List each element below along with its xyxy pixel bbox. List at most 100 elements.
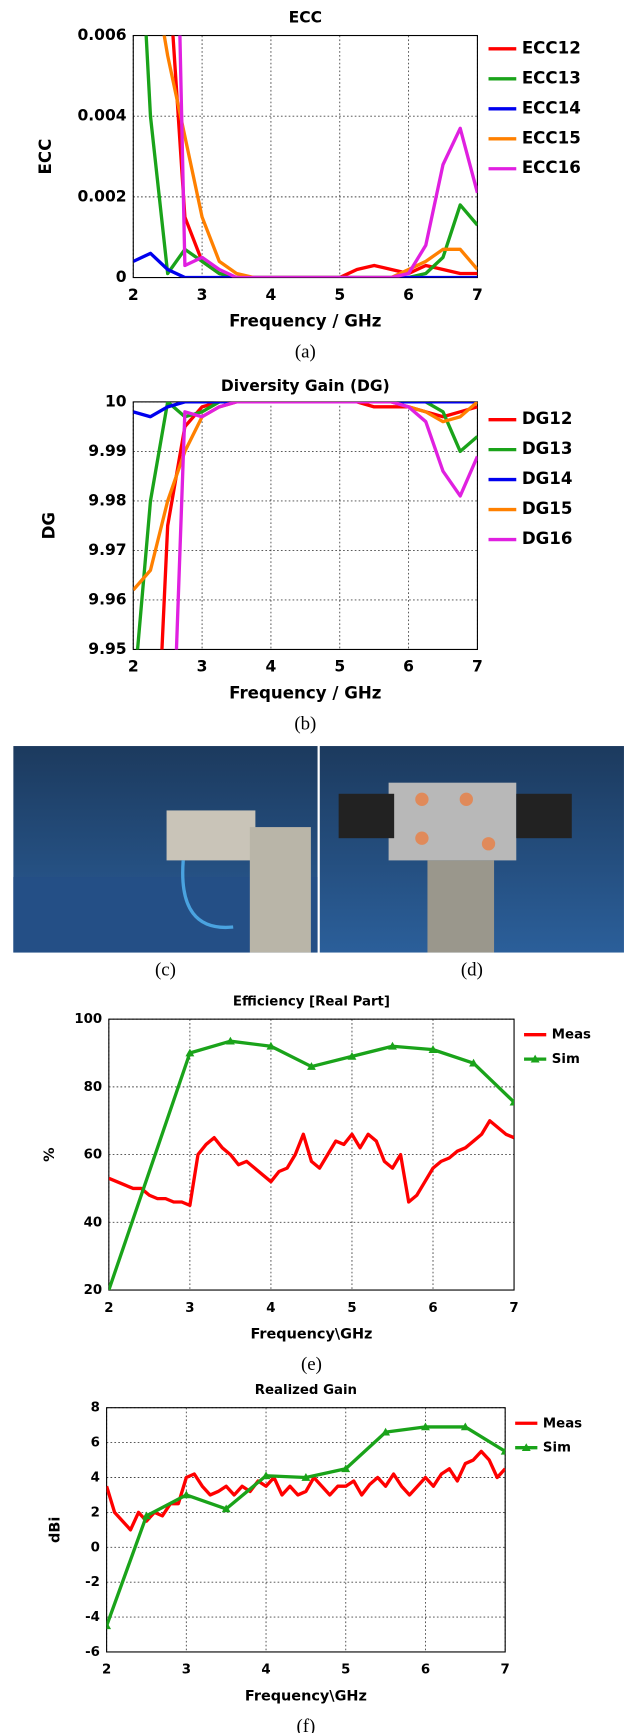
series-line xyxy=(106,1449,506,1532)
y-tick-label: -2 xyxy=(85,1575,100,1590)
point-marker xyxy=(106,1621,112,1630)
caption: (e) xyxy=(301,1354,322,1375)
point-marker xyxy=(221,1504,231,1513)
series-line xyxy=(144,35,478,278)
point-marker xyxy=(421,1422,430,1431)
x-tick-label: 6 xyxy=(403,286,414,304)
point-marker xyxy=(108,1285,112,1291)
plot-frame xyxy=(108,1018,515,1291)
y-tick-label: 100 xyxy=(74,1012,102,1027)
y-axis-label: DG xyxy=(39,512,58,539)
series-line xyxy=(174,401,478,650)
series xyxy=(162,35,478,278)
legend-label: ECC12 xyxy=(522,38,581,57)
series xyxy=(106,1422,506,1630)
series xyxy=(171,35,478,278)
y-tick-label: 9.98 xyxy=(88,491,126,509)
y-axis-label: dBi xyxy=(48,1517,64,1543)
x-axis-label: Frequency / GHz xyxy=(229,311,381,330)
series xyxy=(174,401,478,650)
point-marker xyxy=(185,1048,195,1057)
x-tick-label: 4 xyxy=(266,658,277,676)
y-axis-label: % xyxy=(42,1147,58,1161)
x-tick-label: 6 xyxy=(421,1663,430,1678)
x-tick-label: 2 xyxy=(102,1663,111,1678)
x-tick-label: 3 xyxy=(185,1301,194,1316)
y-tick-label: 40 xyxy=(84,1215,103,1230)
legend-label: DG14 xyxy=(522,469,573,488)
x-axis-label: Frequency\GHz xyxy=(245,1688,367,1704)
x-axis-label: Frequency / GHz xyxy=(229,683,381,702)
series-line xyxy=(108,1039,515,1291)
legend-marker xyxy=(521,1443,531,1452)
x-tick-label: 7 xyxy=(472,286,483,304)
legend-marker xyxy=(530,1054,540,1063)
point-marker xyxy=(500,1446,506,1455)
y-tick-label: 0 xyxy=(116,268,127,286)
legend-label: ECC14 xyxy=(522,98,581,117)
series-line xyxy=(171,35,478,278)
y-tick-label: 10 xyxy=(105,392,127,410)
x-tick-label: 2 xyxy=(128,286,139,304)
x-axis-label: Frequency\GHz xyxy=(250,1326,372,1342)
x-tick-label: 5 xyxy=(334,658,345,676)
x-tick-label: 5 xyxy=(334,286,345,304)
series-line xyxy=(106,1425,506,1627)
y-axis-label: ECC xyxy=(36,139,55,175)
y-tick-label: 0 xyxy=(91,1540,100,1555)
legend-label: DG16 xyxy=(522,529,573,548)
y-tick-label: 20 xyxy=(84,1283,103,1298)
x-tick-label: 2 xyxy=(128,658,139,676)
y-tick-label: 0.006 xyxy=(77,26,126,44)
point-marker xyxy=(266,1041,276,1050)
x-tick-label: 5 xyxy=(341,1663,350,1678)
caption: (f) xyxy=(296,1716,315,1733)
photo-d xyxy=(319,746,624,953)
caption: (a) xyxy=(295,341,316,362)
legend-label: DG12 xyxy=(522,409,573,428)
y-tick-label: 9.97 xyxy=(88,541,126,559)
y-tick-label: 2 xyxy=(91,1505,100,1520)
x-tick-label: 5 xyxy=(347,1301,356,1316)
legend-label: Meas xyxy=(552,1028,591,1043)
y-tick-label: 9.95 xyxy=(88,640,126,658)
y-tick-label: 6 xyxy=(91,1436,100,1451)
plot-frame xyxy=(106,1407,506,1653)
series xyxy=(108,1119,515,1208)
point-marker xyxy=(225,1036,235,1045)
point-marker xyxy=(181,1490,191,1499)
legend-label: Meas xyxy=(543,1416,582,1431)
x-tick-label: 7 xyxy=(501,1663,510,1678)
series-line xyxy=(108,1119,515,1208)
legend-label: Sim xyxy=(543,1441,571,1456)
series xyxy=(133,401,478,592)
point-marker xyxy=(388,1041,397,1050)
point-marker xyxy=(381,1427,391,1436)
series xyxy=(108,1036,515,1291)
chart: ECC 0 0.002 0.004 0.006 2 3 4 5 6 7 Frequency / GHz… xyxy=(36,8,581,362)
y-tick-label: 60 xyxy=(84,1148,103,1163)
chart: Efficiency [Real Part] 20 40 60 80 100 2 3 4 5 6 7 F… xyxy=(42,994,591,1374)
x-tick-label: 4 xyxy=(266,1301,275,1316)
caption: (b) xyxy=(294,713,316,734)
x-tick-label: 6 xyxy=(428,1301,437,1316)
point-marker xyxy=(428,1045,438,1053)
chart-title: Diversity Gain (DG) xyxy=(221,377,390,395)
series-line xyxy=(162,35,478,278)
y-tick-label: 0.004 xyxy=(77,107,126,125)
x-tick-label: 3 xyxy=(182,1663,191,1678)
x-tick-label: 4 xyxy=(266,286,277,304)
y-tick-label: -6 xyxy=(85,1645,100,1660)
chart-title: Efficiency [Real Part] xyxy=(233,994,390,1009)
x-tick-label: 4 xyxy=(261,1663,270,1678)
y-tick-label: 9.99 xyxy=(88,442,126,460)
chart-title: Realized Gain xyxy=(255,1383,357,1398)
x-tick-label: 3 xyxy=(197,658,208,676)
legend-label: DG13 xyxy=(522,439,573,458)
chart: Realized Gain -6 -4 -2 0 2 4 6 8 2 3 4 5 6 7 Frequency\… xyxy=(48,1383,583,1733)
point-marker xyxy=(261,1471,271,1480)
x-tick-label: 7 xyxy=(509,1301,518,1316)
legend-label: ECC16 xyxy=(522,158,581,177)
y-tick-label: 4 xyxy=(91,1470,100,1485)
